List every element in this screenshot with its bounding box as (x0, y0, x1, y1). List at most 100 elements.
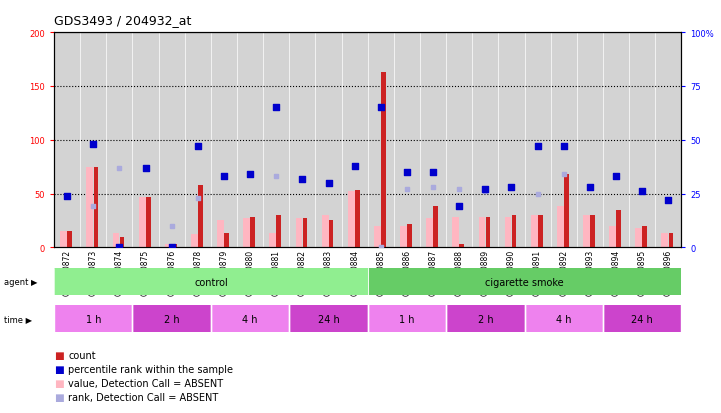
Point (166, 244, 177, 251)
Point (218, 173, 230, 180)
Bar (538, 216, 543, 248)
Point (140, 165, 151, 172)
Point (610, 173, 622, 180)
Bar (485, 218, 490, 248)
Point (218, 173, 230, 180)
Bar (512, 216, 516, 248)
Bar (505, 218, 511, 248)
Bar (191, 235, 198, 248)
Point (532, 144, 544, 150)
Point (296, 176, 308, 183)
Bar (87, 167, 93, 248)
Point (610, 173, 622, 180)
Point (637, 189, 648, 195)
Bar (348, 192, 355, 248)
Point (349, 163, 360, 169)
Bar (138, 197, 146, 248)
Point (584, 184, 596, 191)
Point (61, 193, 73, 199)
Point (114, 244, 125, 251)
Point (428, 169, 439, 176)
Point (532, 191, 544, 197)
Point (401, 187, 412, 193)
Point (192, 144, 203, 150)
Point (454, 204, 465, 210)
Text: 4 h: 4 h (242, 314, 258, 324)
Point (61, 193, 73, 199)
Point (244, 171, 256, 178)
Bar (452, 218, 459, 248)
Bar (531, 216, 538, 248)
Bar (368, 268, 681, 295)
Bar (270, 234, 276, 248)
Point (505, 184, 517, 191)
Bar (54, 268, 368, 295)
Bar (322, 216, 329, 248)
Bar (54, 306, 133, 332)
Bar (446, 306, 524, 332)
Bar (590, 216, 595, 248)
Bar (557, 207, 564, 248)
Text: agent ▶: agent ▶ (4, 278, 37, 286)
Bar (603, 306, 681, 332)
Text: ■: ■ (54, 378, 64, 388)
Text: 1 h: 1 h (399, 314, 415, 324)
Text: rank, Detection Call = ABSENT: rank, Detection Call = ABSENT (68, 392, 218, 402)
Text: ■: ■ (54, 364, 64, 374)
Bar (165, 244, 172, 248)
Bar (172, 244, 177, 248)
Point (114, 165, 125, 172)
Bar (668, 234, 673, 248)
Text: 1 h: 1 h (86, 314, 101, 324)
Point (663, 197, 674, 204)
Point (244, 171, 256, 178)
Bar (381, 73, 386, 248)
Point (401, 169, 412, 176)
Bar (616, 210, 621, 248)
Bar (61, 232, 67, 248)
Point (375, 244, 386, 251)
Point (140, 165, 151, 172)
Bar (329, 221, 334, 248)
Bar (400, 226, 407, 248)
Point (375, 105, 386, 112)
Bar (198, 185, 203, 248)
Point (454, 187, 465, 193)
Bar (276, 216, 281, 248)
Bar (224, 234, 229, 248)
Text: count: count (68, 350, 96, 360)
Point (479, 187, 491, 193)
Text: 24 h: 24 h (632, 314, 653, 324)
Point (428, 184, 439, 191)
Point (270, 173, 282, 180)
Text: percentile rank within the sample: percentile rank within the sample (68, 364, 234, 374)
Text: control: control (194, 277, 228, 287)
Bar (355, 191, 360, 248)
Bar (67, 232, 72, 248)
Point (479, 189, 491, 195)
Point (323, 180, 335, 187)
Text: value, Detection Call = ABSENT: value, Detection Call = ABSENT (68, 378, 224, 388)
Bar (211, 306, 289, 332)
Bar (583, 216, 590, 248)
Point (558, 144, 570, 150)
Bar (635, 228, 642, 248)
Bar (250, 218, 255, 248)
Bar (564, 175, 569, 248)
Point (584, 184, 596, 191)
Point (192, 195, 203, 202)
Bar (374, 226, 381, 248)
Bar (303, 219, 307, 248)
Point (296, 176, 308, 183)
Bar (94, 167, 98, 248)
Bar (120, 237, 125, 248)
Text: time ▶: time ▶ (4, 315, 32, 323)
Point (270, 105, 282, 112)
Point (663, 197, 674, 204)
Point (87, 204, 99, 210)
Point (349, 163, 360, 169)
Bar (459, 244, 464, 248)
Point (87, 141, 99, 148)
Bar (112, 234, 120, 248)
Bar (524, 306, 603, 332)
